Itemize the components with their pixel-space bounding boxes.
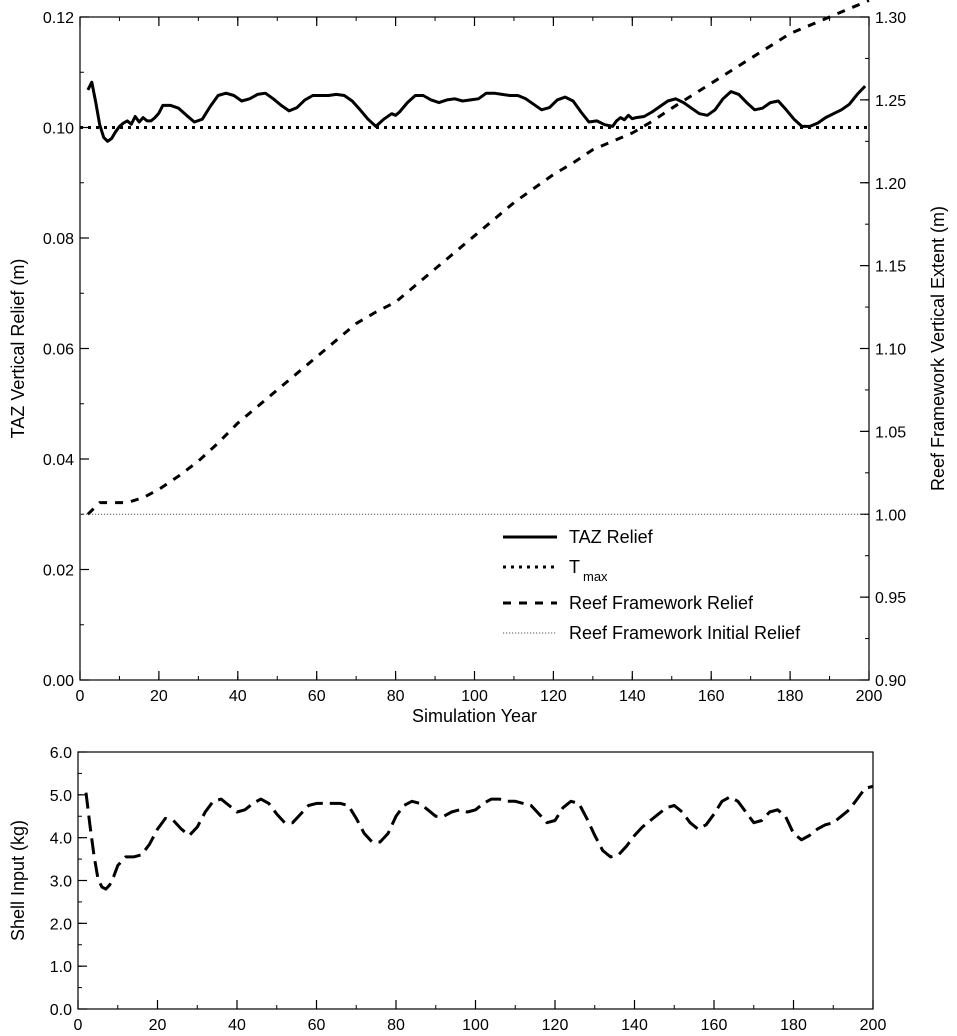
series-line-0 (86, 80, 867, 143)
y-tick-label: 6.0 (50, 745, 72, 762)
y2-tick-label: 1.10 (875, 342, 906, 359)
y2-tick-label: 0.90 (875, 673, 906, 690)
x-tick-label: 40 (228, 1017, 246, 1034)
x-tick-label: 80 (387, 688, 405, 705)
y2-tick-label: 1.05 (875, 424, 906, 441)
y-tick-label: 0.08 (43, 231, 74, 248)
x-tick-label: 120 (542, 1017, 569, 1034)
plot-frame (79, 16, 870, 681)
y2-tick-label: 1.00 (875, 507, 906, 524)
x-tick-label: 100 (462, 1017, 489, 1034)
x-tick-label: 40 (229, 688, 247, 705)
x-tick-label: 200 (856, 688, 883, 705)
top-chart: 0 20 40 60 80 100 120 140 160 180 200 0.00 0.02 0.04 0… (8, 0, 948, 726)
y-tick-label: 0.06 (43, 342, 74, 359)
y-axis-title: Shell Input (kg) (8, 820, 28, 941)
y2-tick-label: 1.30 (875, 10, 906, 27)
legend-label: T (569, 557, 580, 577)
x-tick-label: 80 (387, 1017, 405, 1034)
y2-tick-label: 1.15 (875, 259, 906, 276)
x-tick-label: 0 (76, 688, 85, 705)
x-tick-label: 100 (461, 688, 488, 705)
y-tick-label: 0.04 (43, 452, 74, 469)
y-tick-label: 0.0 (50, 1002, 72, 1019)
series-line-2 (86, 0, 870, 516)
x-tick-label: 160 (698, 688, 725, 705)
x-tick-label: 120 (540, 688, 567, 705)
series-line-0 (84, 784, 874, 891)
y-tick-label: 5.0 (50, 788, 72, 805)
x-tick-label: 20 (149, 1017, 167, 1034)
plot-frame (77, 751, 874, 1010)
x-tick-label: 140 (619, 688, 646, 705)
x-tick-label: 140 (621, 1017, 648, 1034)
y2-tick-label: 0.95 (875, 590, 906, 607)
legend-label: Reef Framework Relief (569, 593, 754, 613)
x-tick-label: 20 (150, 688, 168, 705)
y-tick-label: 4.0 (50, 831, 72, 848)
x-tick-label: 60 (308, 1017, 326, 1034)
y-tick-label: 0.10 (43, 121, 74, 138)
y-tick-label: 3.0 (50, 874, 72, 891)
x-tick-label: 180 (780, 1017, 807, 1034)
y-tick-label: 1.0 (50, 959, 72, 976)
legend-label: Reef Framework Initial Relief (569, 623, 801, 643)
y-tick-label: 0.12 (43, 10, 74, 27)
x-tick-label: 200 (860, 1017, 887, 1034)
y-tick-label: 0.00 (43, 673, 74, 690)
x-tick-label: 160 (701, 1017, 728, 1034)
y2-tick-label: 1.20 (875, 176, 906, 193)
x-tick-label: 180 (777, 688, 804, 705)
legend-label: TAZ Relief (569, 527, 654, 547)
y-tick-label: 0.02 (43, 563, 74, 580)
x-tick-label: 60 (308, 688, 326, 705)
y-tick-label: 2.0 (50, 916, 72, 933)
bottom-chart: 0 20 40 60 80 100 120 140 160 180 200 0.0 1.0 2.0 3.0 4… (8, 745, 886, 1036)
y2-tick-label: 1.25 (875, 93, 906, 110)
y2-axis-title: Reef Framework Vertical Extent (m) (928, 206, 948, 491)
legend-label-subscript: max (583, 569, 608, 584)
y-axis-title: TAZ Vertical Relief (m) (8, 259, 28, 439)
x-tick-label: 0 (74, 1017, 83, 1034)
x-axis-title: Simulation Year (412, 706, 537, 726)
